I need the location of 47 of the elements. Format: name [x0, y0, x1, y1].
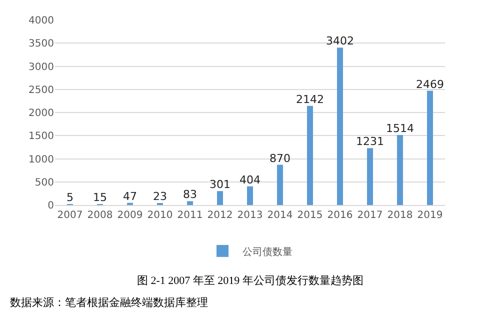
y-tick-label: 4000 [28, 16, 54, 26]
y-tick-label: 2500 [28, 84, 54, 96]
x-tick-label: 2007 [57, 210, 83, 221]
x-tick-label: 2010 [147, 210, 173, 221]
y-tick-label: 3000 [28, 62, 54, 73]
y-tick-label: 500 [34, 177, 54, 188]
data-label: 3402 [326, 34, 354, 48]
data-label: 23 [153, 190, 167, 203]
data-label: 1231 [356, 135, 384, 148]
data-label: 5 [66, 191, 74, 204]
bar [397, 134, 403, 205]
data-label: 83 [183, 188, 197, 202]
bar [217, 191, 223, 205]
y-tick-label: 2000 [28, 108, 54, 119]
y-tick-label: 3500 [28, 38, 54, 50]
bar [337, 48, 343, 205]
bar [307, 106, 313, 205]
x-tick-label: 2015 [297, 210, 323, 221]
data-label: 301 [210, 178, 230, 192]
data-label: 2469 [416, 78, 444, 91]
x-tick-label: 2012 [207, 210, 233, 221]
y-tick-label: 0 [48, 200, 54, 212]
x-tick-label: 2009 [117, 210, 143, 221]
data-label: 404 [240, 173, 260, 186]
x-tick-label: 2013 [237, 210, 263, 221]
y-tick-label: 1000 [28, 154, 54, 166]
bar [247, 186, 253, 205]
x-tick-label: 2018 [387, 210, 413, 221]
bar [277, 164, 283, 205]
x-tick-label: 2016 [327, 210, 353, 221]
data-label: 47 [123, 190, 137, 203]
x-tick-label: 2019 [417, 210, 443, 221]
data-label: 1514 [386, 122, 414, 135]
x-tick-label: 2017 [357, 210, 383, 221]
x-tick-label: 2011 [177, 210, 203, 221]
data-label: 15 [93, 191, 107, 204]
x-tick-label: 2008 [87, 210, 113, 221]
y-tick-label: 1500 [28, 131, 54, 142]
source-note: 数据来源：笔者根据金融终端数据库整理 [10, 296, 208, 309]
bar [367, 148, 373, 205]
bar [187, 201, 193, 205]
bar [427, 90, 433, 205]
data-label: 870 [270, 152, 290, 165]
x-tick-label: 2014 [267, 210, 293, 221]
caption: 图 2-1 2007 年至 2019 年公司债发行数量趋势图 [137, 274, 364, 287]
data-label: 2142 [296, 92, 324, 106]
legend-label: 公司债数量 [242, 246, 292, 258]
